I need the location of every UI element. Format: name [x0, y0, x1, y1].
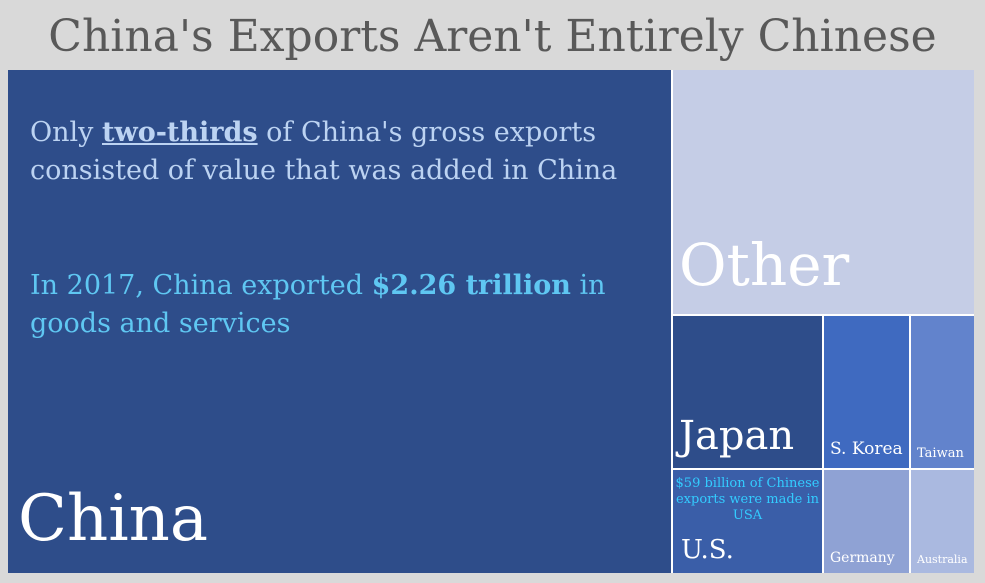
us-note: $59 billion of Chinese exports were made…: [675, 476, 820, 523]
tile-label-china: China: [18, 482, 209, 556]
tile-s-korea: S. Korea: [824, 316, 909, 468]
treemap: Only two-thirds of China's gross exports…: [8, 70, 974, 573]
annotation-total-exports: In 2017, China exported $2.26 trillion i…: [30, 267, 670, 343]
annotation-value-added: Only two-thirds of China's gross exports…: [30, 114, 670, 190]
tile-us: $59 billion of Chinese exports were made…: [673, 470, 822, 573]
annotation-total-exports-pre: In 2017, China exported: [30, 270, 372, 301]
annotation-value-added-pre: Only: [30, 117, 102, 148]
tile-label-japan: Japan: [679, 413, 795, 459]
tile-label-s-korea: S. Korea: [830, 439, 903, 459]
tile-australia: Australia: [911, 470, 974, 573]
annotation-total-amount: $2.26 trillion: [371, 270, 571, 301]
tile-other: Other: [673, 70, 974, 314]
tile-label-us: U.S.: [681, 535, 734, 565]
tile-label-other: Other: [679, 231, 850, 299]
annotation-two-thirds: two-thirds: [102, 117, 258, 148]
annotation-total-exports-post: in goods and services: [30, 270, 606, 339]
chart-title: China's Exports Aren't Entirely Chinese: [48, 11, 937, 62]
tile-taiwan: Taiwan: [911, 316, 974, 468]
annotation-value-added-post: of China's gross exports consisted of va…: [30, 117, 618, 186]
tile-germany: Germany: [824, 470, 909, 573]
tile-japan: Japan: [673, 316, 822, 468]
tile-china: Only two-thirds of China's gross exports…: [8, 70, 671, 573]
tile-label-germany: Germany: [830, 550, 895, 566]
tile-label-australia: Australia: [917, 553, 968, 566]
tile-label-taiwan: Taiwan: [917, 446, 964, 461]
